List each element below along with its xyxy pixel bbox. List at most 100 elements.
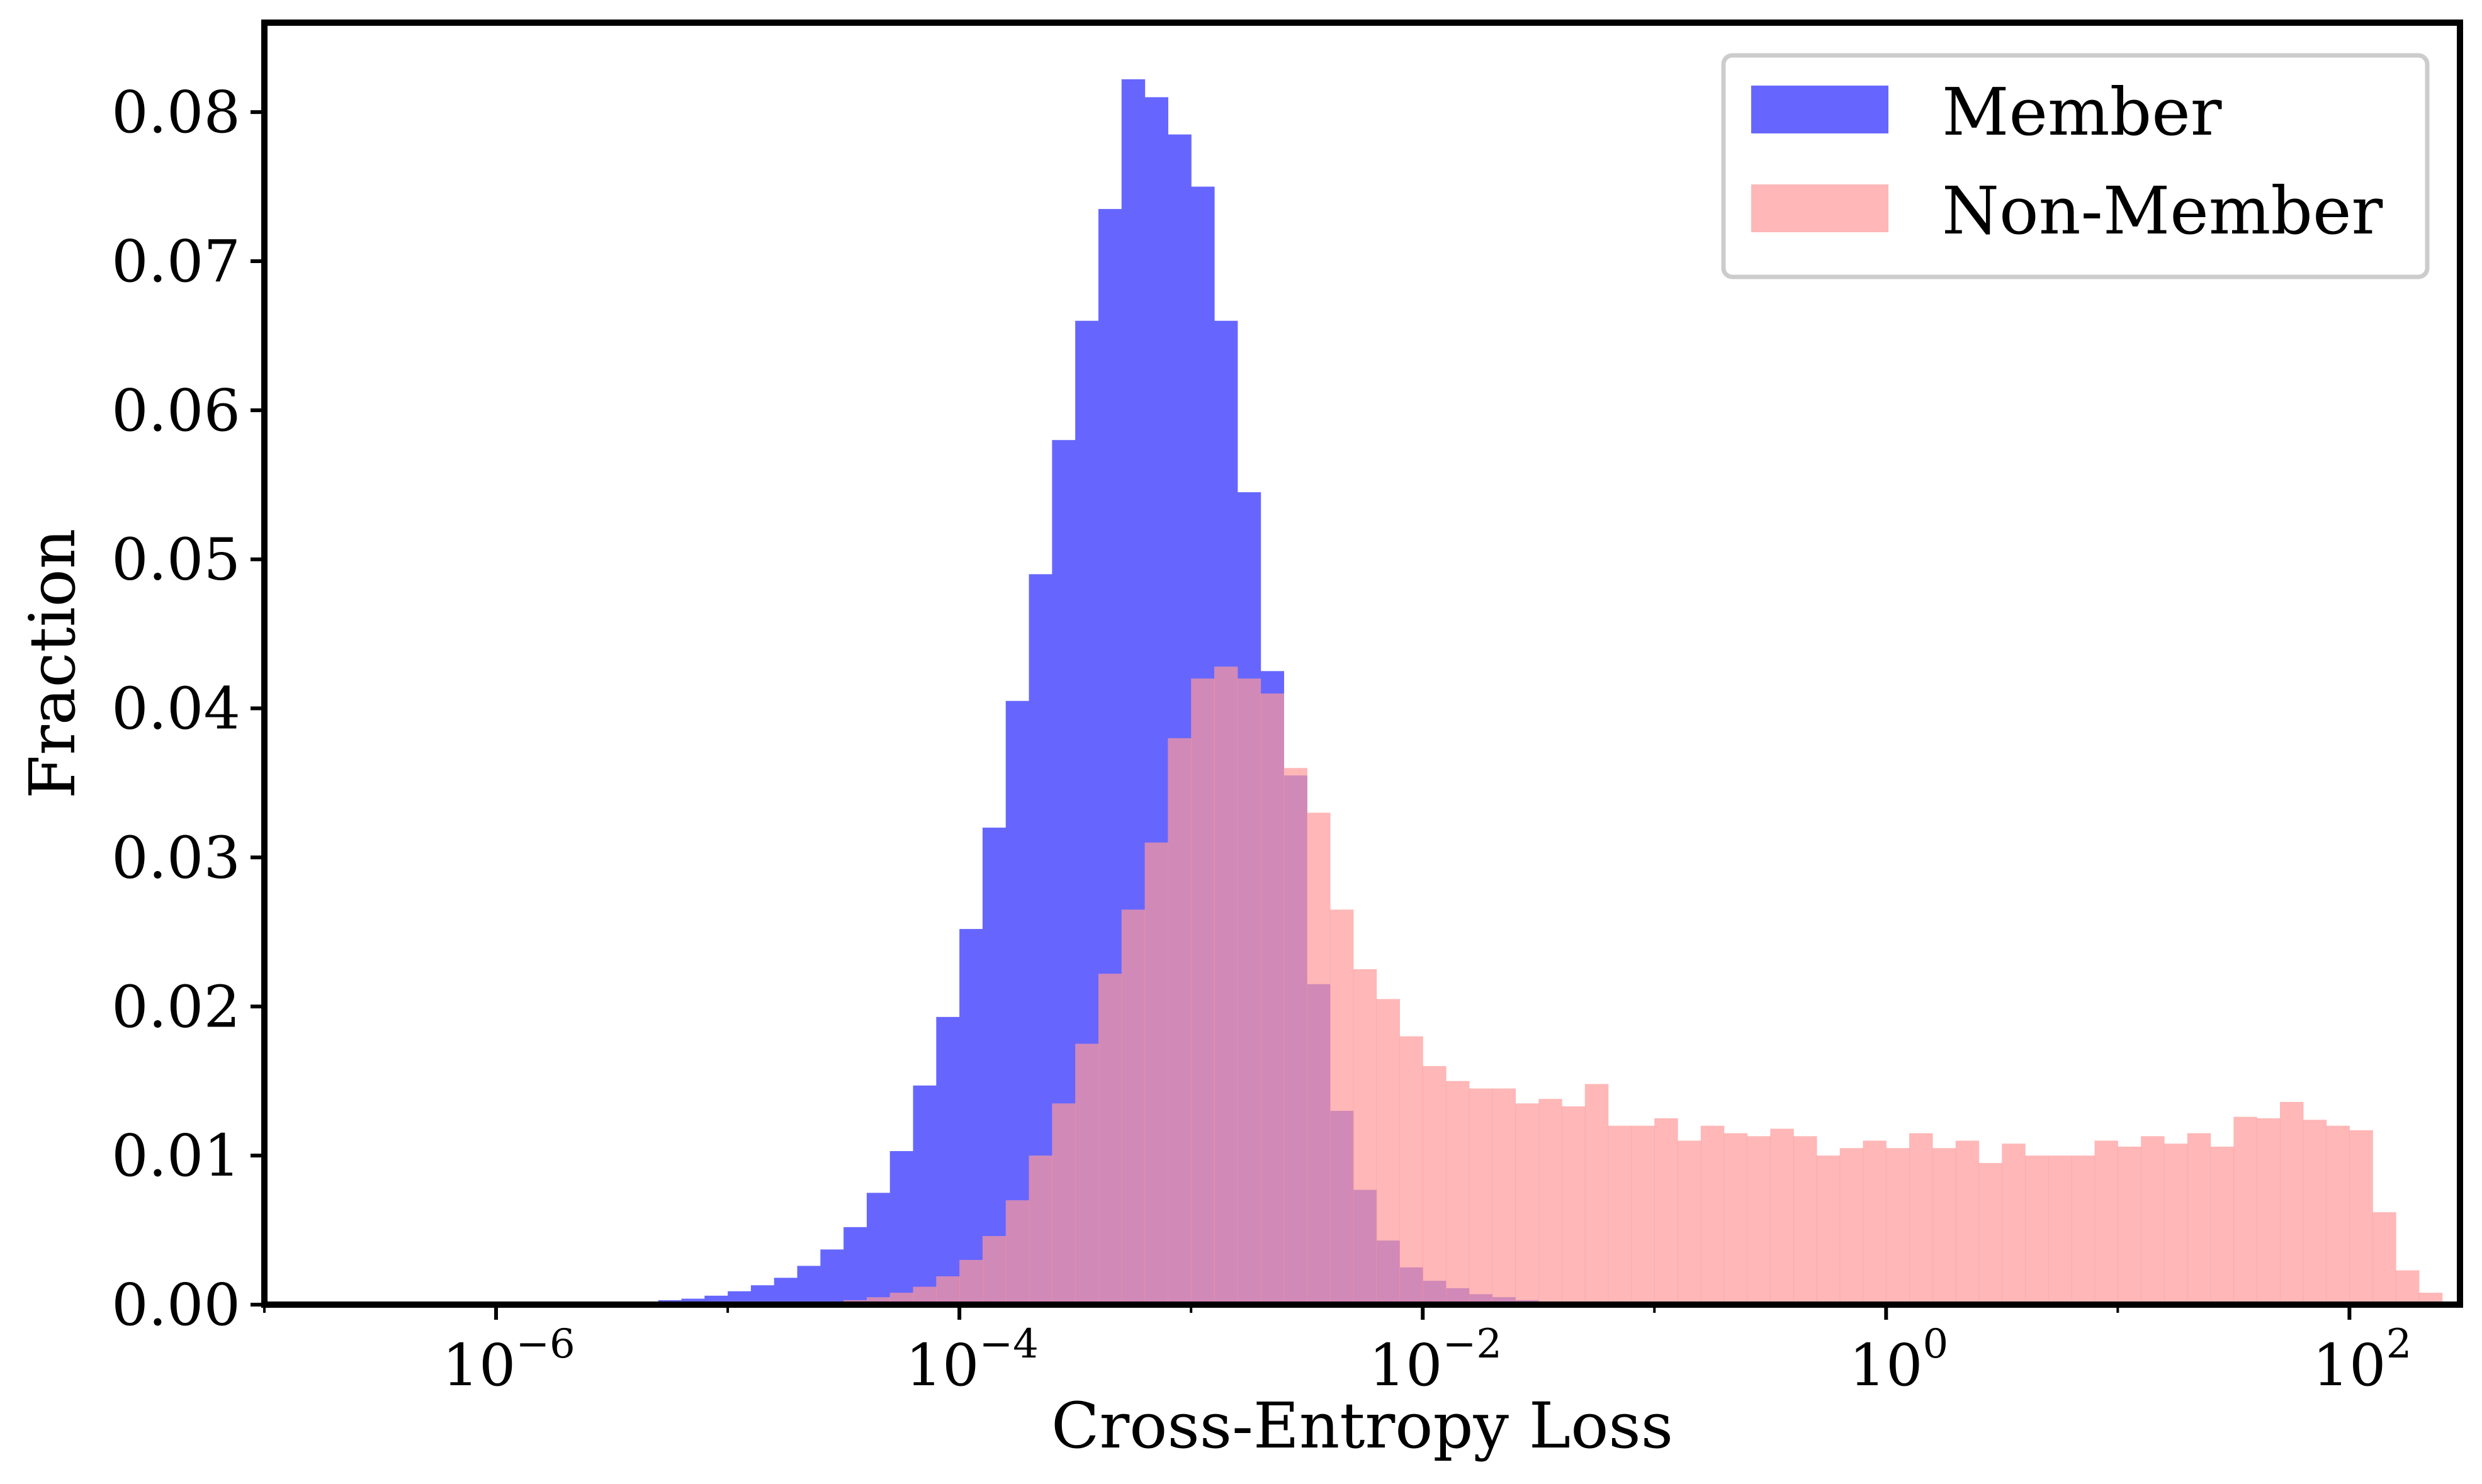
legend-box — [1721, 53, 2430, 279]
histogram-bar — [1584, 1084, 1609, 1305]
histogram-bar — [1121, 909, 1146, 1305]
histogram-bar — [1260, 693, 1284, 1305]
histogram-bar — [889, 1151, 914, 1305]
histogram-bar — [1839, 1148, 1864, 1305]
x-tick-label: 102 — [2312, 1321, 2411, 1399]
x-tick-label: 10−4 — [905, 1321, 1038, 1399]
histogram-bar — [1237, 678, 1261, 1305]
histogram-bar — [1075, 1043, 1099, 1305]
histogram-bar — [2187, 1133, 2211, 1305]
histogram-bar — [2396, 1270, 2420, 1305]
histogram-bar — [1144, 842, 1168, 1305]
y-tick-label: 0.06 — [111, 377, 240, 444]
y-tick-label: 0.01 — [111, 1122, 240, 1189]
histogram-bar — [2163, 1144, 2188, 1305]
x-axis: 10−6 10−4 10−2 100 102 — [263, 1305, 2411, 1399]
histogram-bar — [866, 1193, 891, 1305]
histogram-bar — [2025, 1155, 2049, 1305]
histogram-bar — [2233, 1116, 2257, 1305]
histogram-bar — [2210, 1146, 2234, 1305]
y-tick-label: 0.03 — [111, 824, 240, 891]
histogram-bar — [959, 1259, 983, 1305]
x-axis-label: Cross-Entropy Loss — [1051, 1389, 1673, 1463]
histogram-bar — [1353, 969, 1377, 1305]
plot-frame — [261, 20, 2463, 1308]
histogram-bar — [2303, 1120, 2327, 1305]
histogram-bar — [1700, 1125, 1725, 1305]
histogram-bar — [1214, 666, 1238, 1305]
x-tick-label: 100 — [1849, 1321, 1948, 1399]
y-tick-label: 0.07 — [111, 228, 240, 295]
y-tick-label: 0.05 — [111, 526, 240, 593]
histogram-bar — [1005, 1200, 1030, 1305]
histogram-bar — [2141, 1136, 2165, 1305]
histogram-bar — [1423, 1066, 1447, 1305]
histogram-bar — [1191, 678, 1215, 1305]
histogram-bar — [936, 1016, 960, 1305]
y-tick-label: 0.02 — [111, 973, 240, 1040]
histogram-bar — [728, 1291, 752, 1305]
histogram-bar — [2094, 1140, 2118, 1305]
y-tick-label: 0.04 — [111, 675, 240, 743]
histogram-bar — [1399, 1036, 1423, 1305]
histogram-bar — [843, 1227, 867, 1305]
histogram-bar — [1654, 1118, 1678, 1305]
histogram-bar — [1793, 1136, 1817, 1305]
histogram-bar — [1283, 768, 1307, 1305]
histogram-bar — [936, 1276, 960, 1305]
legend-swatch-non-member — [1751, 184, 1888, 232]
histogram-bar — [1469, 1088, 1493, 1305]
x-tick-label: 10−2 — [1369, 1321, 1502, 1399]
histogram-bar — [1978, 1162, 2002, 1305]
y-tick-label: 0.08 — [111, 79, 240, 146]
y-axis: 0.00 0.01 0.02 0.03 0.04 0.05 0.06 0.07 0.08 — [111, 79, 264, 1339]
histogram-bar — [2326, 1125, 2350, 1305]
histogram-bar — [1747, 1136, 1771, 1305]
histogram-bar — [1723, 1133, 1748, 1305]
histogram-bar — [1492, 1088, 1516, 1305]
histogram-bar — [1909, 1133, 1933, 1305]
histogram-bar — [913, 1085, 937, 1305]
histogram-bar — [1886, 1148, 1910, 1305]
histogram-bar — [1446, 1081, 1470, 1305]
histogram-bar — [774, 1278, 798, 1305]
histogram-bar — [2279, 1101, 2304, 1305]
histogram-bar — [1376, 999, 1401, 1305]
histogram-bar — [1538, 1099, 1562, 1305]
histogram-bar — [1932, 1148, 1956, 1305]
legend-label-member: Member — [1942, 74, 2222, 150]
histogram-bar — [982, 828, 1007, 1305]
histogram-bar — [820, 1249, 844, 1305]
histogram-bar — [2071, 1155, 2096, 1305]
histogram-bar — [2002, 1144, 2026, 1305]
non-member-histogram-bars — [797, 666, 2443, 1305]
histogram-bar — [1678, 1140, 1701, 1305]
histogram-bar — [1307, 812, 1331, 1305]
histogram-bar — [2372, 1212, 2396, 1305]
histogram-bar — [1955, 1140, 1980, 1305]
histogram-bar — [1515, 1103, 1539, 1305]
histogram-bar — [2048, 1155, 2072, 1305]
histogram-bar — [1330, 909, 1354, 1305]
histogram-bar — [959, 929, 983, 1305]
histogram-bar — [2257, 1118, 2281, 1305]
histogram-bar — [1098, 974, 1122, 1305]
histogram-bar — [750, 1285, 775, 1305]
legend: Member Non-Member — [1721, 53, 2430, 279]
histogram-bar — [1631, 1125, 1655, 1305]
legend-label-non-member: Non-Member — [1942, 172, 2383, 249]
histogram-bar — [1168, 738, 1192, 1305]
histogram-bar — [1052, 1103, 1076, 1305]
histogram-bar — [1029, 1155, 1052, 1305]
histogram-bar — [866, 1297, 891, 1305]
y-axis-label: Fraction — [16, 529, 89, 799]
histogram-bar — [1608, 1125, 1632, 1305]
legend-swatch-member — [1751, 86, 1888, 133]
histogram-bar — [797, 1266, 821, 1305]
histogram-bar — [982, 1236, 1007, 1305]
x-tick-label: 10−6 — [442, 1321, 575, 1399]
y-tick-label: 0.00 — [111, 1271, 240, 1339]
histogram-bar — [1770, 1128, 1794, 1305]
histogram-bar — [1863, 1140, 1887, 1305]
